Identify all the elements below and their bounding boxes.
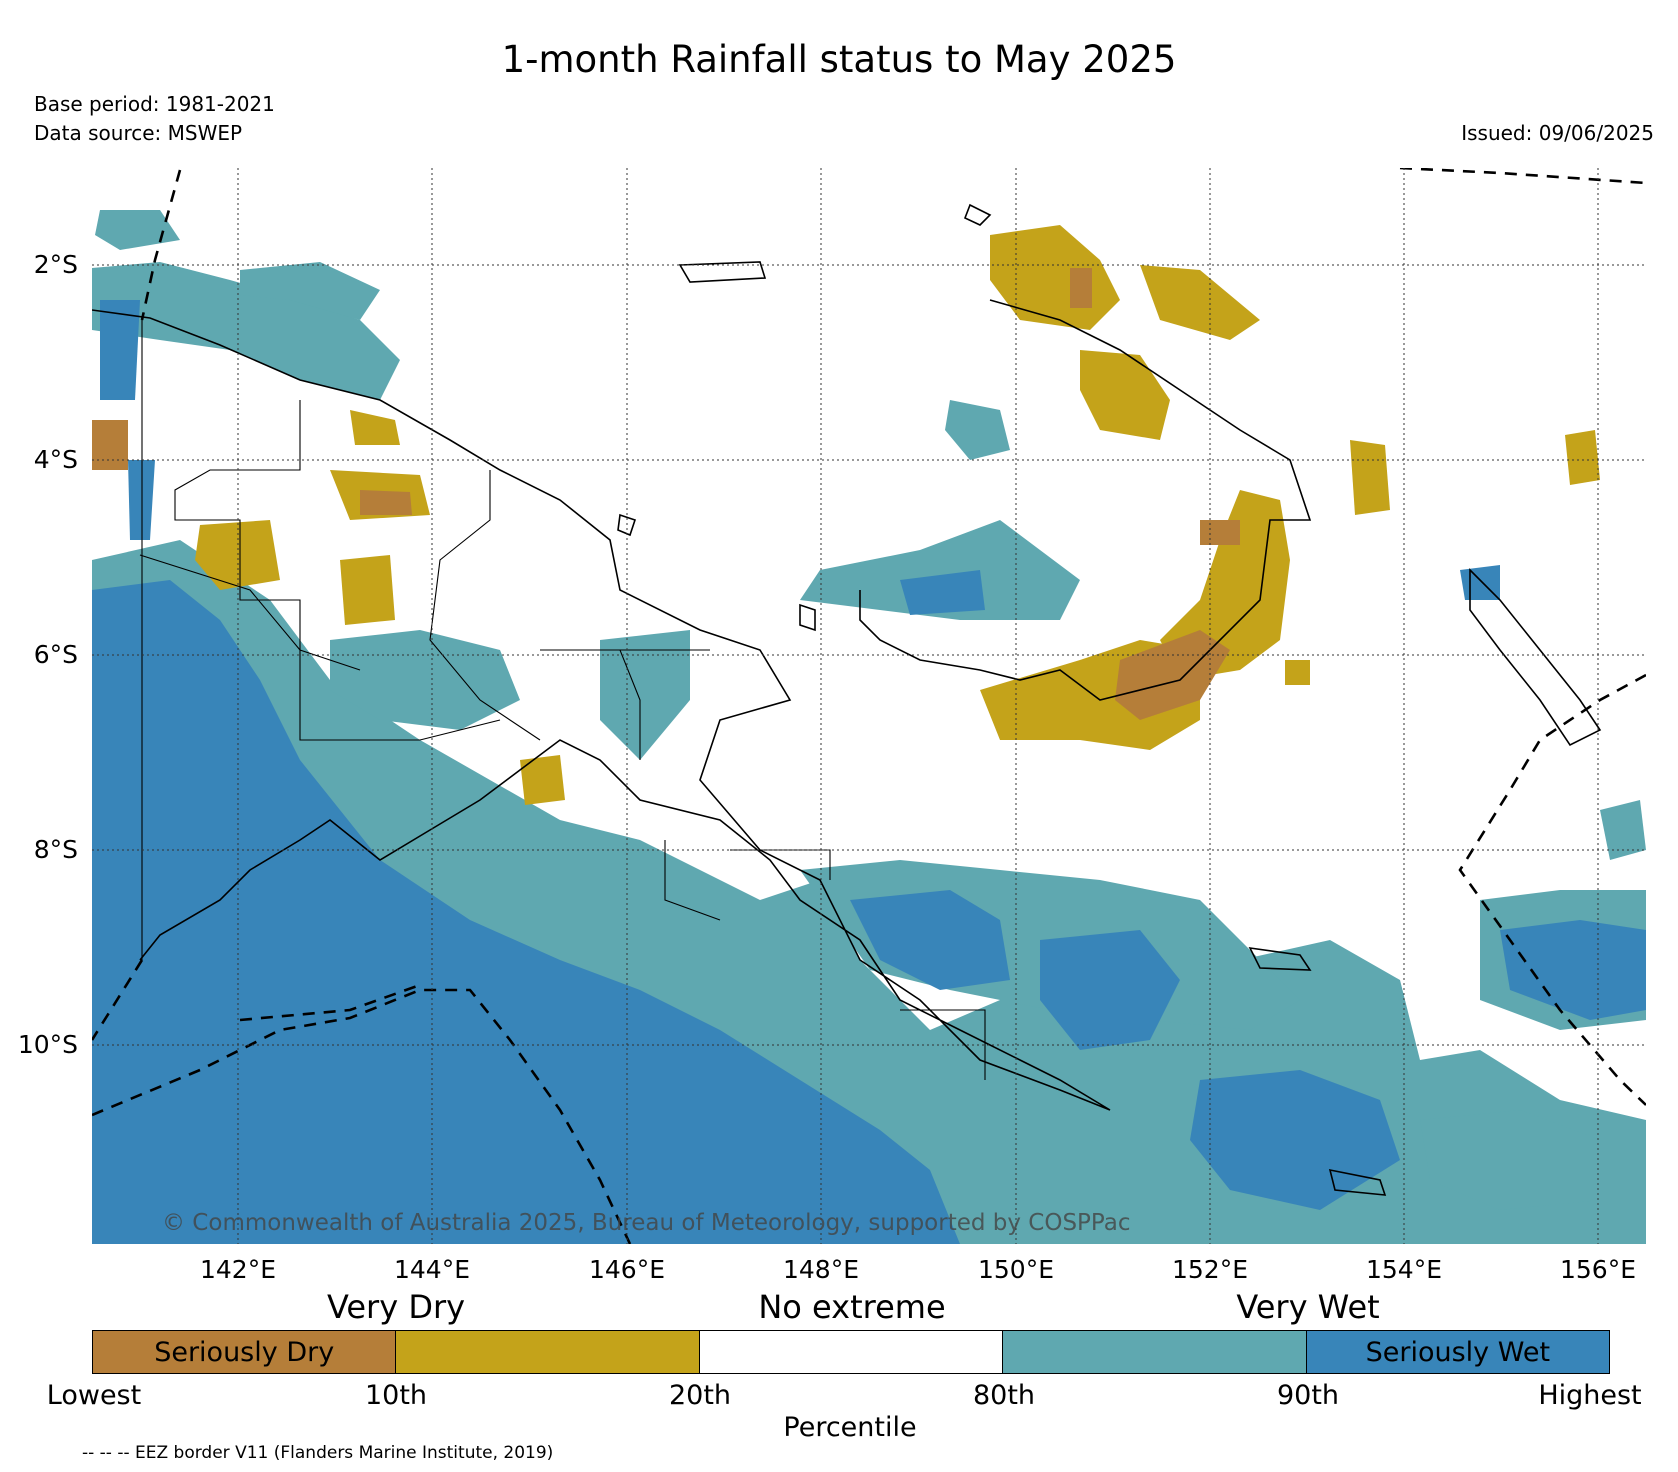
- data-source: Data source: MSWEP: [34, 121, 243, 145]
- coastlines: [92, 203, 1602, 1196]
- lat-label: 4°S: [33, 445, 78, 474]
- issued-date: Issued: 09/06/2025: [1461, 121, 1654, 145]
- colorbar-tick: 10th: [364, 1380, 428, 1411]
- border-lines: [139, 316, 986, 1080]
- colorbar-axis-label: Percentile: [783, 1412, 917, 1443]
- copyright-watermark: © Commonwealth of Australia 2025, Bureau…: [162, 1210, 1131, 1236]
- lon-label: 142°E: [199, 1255, 276, 1284]
- graticule: [92, 168, 1646, 1244]
- base-period: Base period: 1981-2021: [34, 92, 275, 116]
- eez-borders: [92, 168, 1646, 1244]
- colorbar-segment-very-dry: [396, 1331, 700, 1373]
- lon-label: 144°E: [393, 1255, 470, 1284]
- lon-label: 146°E: [588, 1255, 665, 1284]
- colorbar-segment-very-wet: [1003, 1331, 1307, 1373]
- lon-label: 148°E: [782, 1255, 859, 1284]
- colorbar-segment-label: Seriously Dry: [154, 1336, 335, 1368]
- colorbar-tick: 20th: [668, 1380, 732, 1411]
- colorbar-tick: 80th: [972, 1380, 1036, 1411]
- colorbar-segment-label: Seriously Wet: [1365, 1336, 1551, 1368]
- lon-label: 154°E: [1365, 1255, 1442, 1284]
- map-title: 1-month Rainfall status to May 2025: [501, 38, 1177, 81]
- lon-label: 152°E: [1171, 1255, 1248, 1284]
- lat-label: 6°S: [33, 640, 78, 669]
- colorbar: Seriously Dry Seriously Wet: [92, 1330, 1610, 1374]
- colorbar-tick: Highest: [1538, 1380, 1642, 1411]
- colorbar-segment-seriously-dry: Seriously Dry: [93, 1331, 397, 1373]
- colorbar-segment-seriously-wet: Seriously Wet: [1306, 1331, 1610, 1373]
- lon-label: 150°E: [977, 1255, 1054, 1284]
- colorbar-tick: Lowest: [46, 1380, 142, 1411]
- legend-heading-wet: Very Wet: [1236, 1288, 1380, 1326]
- eez-note: -- -- -- EEZ border V11 (Flanders Marine…: [82, 1443, 554, 1463]
- colorbar-tick: 90th: [1276, 1380, 1340, 1411]
- lat-label: 10°S: [17, 1030, 78, 1059]
- legend-heading-mid: No extreme: [758, 1288, 946, 1326]
- colorbar-segment-no-extreme: [699, 1331, 1004, 1373]
- lat-label: 2°S: [33, 250, 78, 279]
- legend-heading-dry: Very Dry: [326, 1288, 466, 1326]
- lon-label: 156°E: [1559, 1255, 1636, 1284]
- lat-label: 8°S: [33, 835, 78, 864]
- seriously-wet-areas: [92, 300, 1646, 1244]
